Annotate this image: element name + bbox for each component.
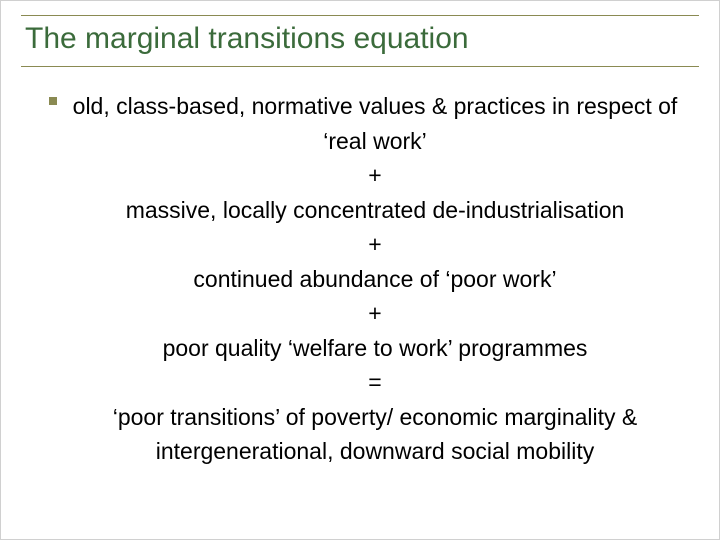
body-line: +: [71, 158, 679, 193]
body-line: +: [71, 227, 679, 262]
body-line: continued abundance of ‘poor work’: [71, 262, 679, 297]
title-rule-box: The marginal transitions equation: [21, 15, 699, 67]
body-line: old, class-based, normative values & pra…: [71, 89, 679, 158]
slide-container: The marginal transitions equation old, c…: [0, 0, 720, 540]
body-line: poor quality ‘welfare to work’ programme…: [71, 331, 679, 366]
body-line: =: [71, 365, 679, 400]
body-line: massive, locally concentrated de-industr…: [71, 193, 679, 228]
body-line: +: [71, 296, 679, 331]
bullet-icon: [49, 97, 57, 105]
body-line: ‘poor transitions’ of poverty/ economic …: [71, 400, 679, 469]
slide-body: old, class-based, normative values & pra…: [71, 89, 679, 469]
slide-title: The marginal transitions equation: [25, 22, 695, 56]
